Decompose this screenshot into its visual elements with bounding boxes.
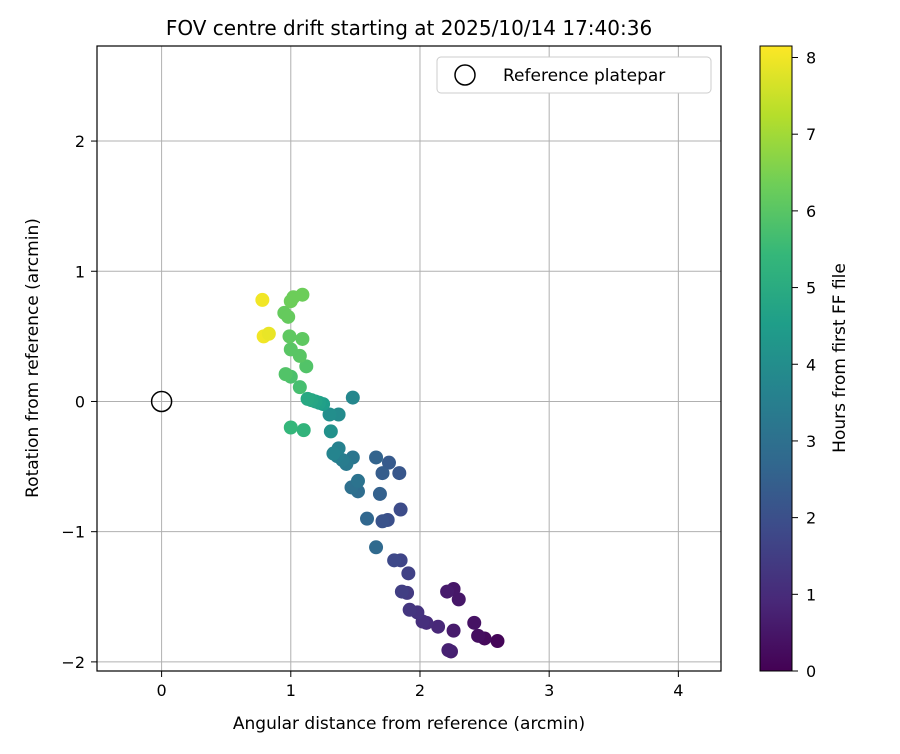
- colorbar: 0 1 2 3 4 5 6 7 8 Hours from first FF file: [759, 45, 850, 681]
- data-point: [322, 407, 337, 422]
- data-point: [261, 326, 276, 341]
- y-tick-label: 0: [75, 392, 85, 411]
- colorbar-tick-label: 8: [806, 49, 816, 68]
- y-tick-label: −1: [61, 523, 85, 542]
- x-tick-label: 2: [415, 681, 425, 700]
- data-point: [326, 446, 341, 461]
- colorbar-label: Hours from first FF file: [830, 263, 850, 453]
- data-point: [490, 634, 505, 649]
- data-point: [345, 390, 360, 405]
- data-point: [394, 584, 409, 599]
- data-point: [369, 450, 384, 465]
- data-point: [278, 367, 293, 382]
- data-point: [446, 623, 461, 638]
- y-tick-label: 1: [75, 262, 85, 281]
- legend-marker-icon: [454, 64, 476, 86]
- data-point: [255, 292, 270, 307]
- data-point: [369, 540, 384, 555]
- x-tick-label: 3: [544, 681, 554, 700]
- colorbar-tick-label: 5: [806, 279, 816, 298]
- data-point: [402, 602, 417, 617]
- data-point: [375, 514, 390, 529]
- legend: Reference platepar: [436, 56, 712, 94]
- data-point: [375, 466, 390, 481]
- data-point: [292, 380, 307, 395]
- grid: [97, 46, 721, 671]
- legend-box: [436, 56, 712, 94]
- data-point: [299, 359, 314, 374]
- y-axis-ticks: −2 −1 0 1 2: [61, 132, 97, 672]
- data-point: [381, 455, 396, 470]
- data-point: [283, 420, 298, 435]
- data-point: [431, 619, 446, 634]
- colorbar-tick-label: 3: [806, 432, 816, 451]
- legend-label: Reference platepar: [503, 66, 665, 86]
- colorbar-tick-label: 4: [806, 355, 816, 374]
- data-point: [295, 331, 310, 346]
- chart-title: FOV centre drift starting at 2025/10/14 …: [166, 16, 652, 40]
- colorbar-ticks: 0 1 2 3 4 5 6 7 8: [792, 49, 816, 681]
- data-point: [323, 424, 338, 439]
- data-point: [372, 486, 387, 501]
- x-tick-label: 4: [673, 681, 683, 700]
- data-point: [281, 309, 296, 324]
- colorbar-tick-label: 6: [806, 202, 816, 221]
- data-point: [282, 329, 297, 344]
- scatter-points: [255, 287, 505, 659]
- data-point: [392, 466, 407, 481]
- y-axis-label: Rotation from reference (arcmin): [23, 218, 43, 498]
- data-point: [300, 391, 315, 406]
- y-tick-label: −2: [61, 653, 85, 672]
- data-point: [360, 511, 375, 526]
- data-point: [350, 473, 365, 488]
- y-tick-label: 2: [75, 132, 85, 151]
- data-point: [467, 615, 482, 630]
- x-axis-ticks: 0 1 2 3 4: [157, 671, 683, 700]
- data-point: [387, 553, 402, 568]
- colorbar-tick-label: 0: [806, 662, 816, 681]
- x-tick-label: 0: [157, 681, 167, 700]
- reference-marker: [150, 390, 173, 413]
- data-point: [441, 643, 456, 658]
- data-point: [393, 502, 408, 517]
- data-point: [401, 566, 416, 581]
- data-point: [283, 342, 298, 357]
- x-tick-label: 1: [286, 681, 296, 700]
- data-point: [471, 628, 486, 643]
- colorbar-tick-label: 1: [806, 585, 816, 604]
- colorbar-tick-label: 2: [806, 509, 816, 528]
- data-point: [440, 584, 455, 599]
- plot-frame: [96, 45, 722, 672]
- colorbar-gradient: [759, 45, 793, 672]
- data-point: [295, 287, 310, 302]
- colorbar-tick-label: 7: [806, 125, 816, 144]
- data-point: [451, 592, 466, 607]
- x-axis-label: Angular distance from reference (arcmin): [233, 714, 585, 734]
- data-point: [296, 423, 311, 438]
